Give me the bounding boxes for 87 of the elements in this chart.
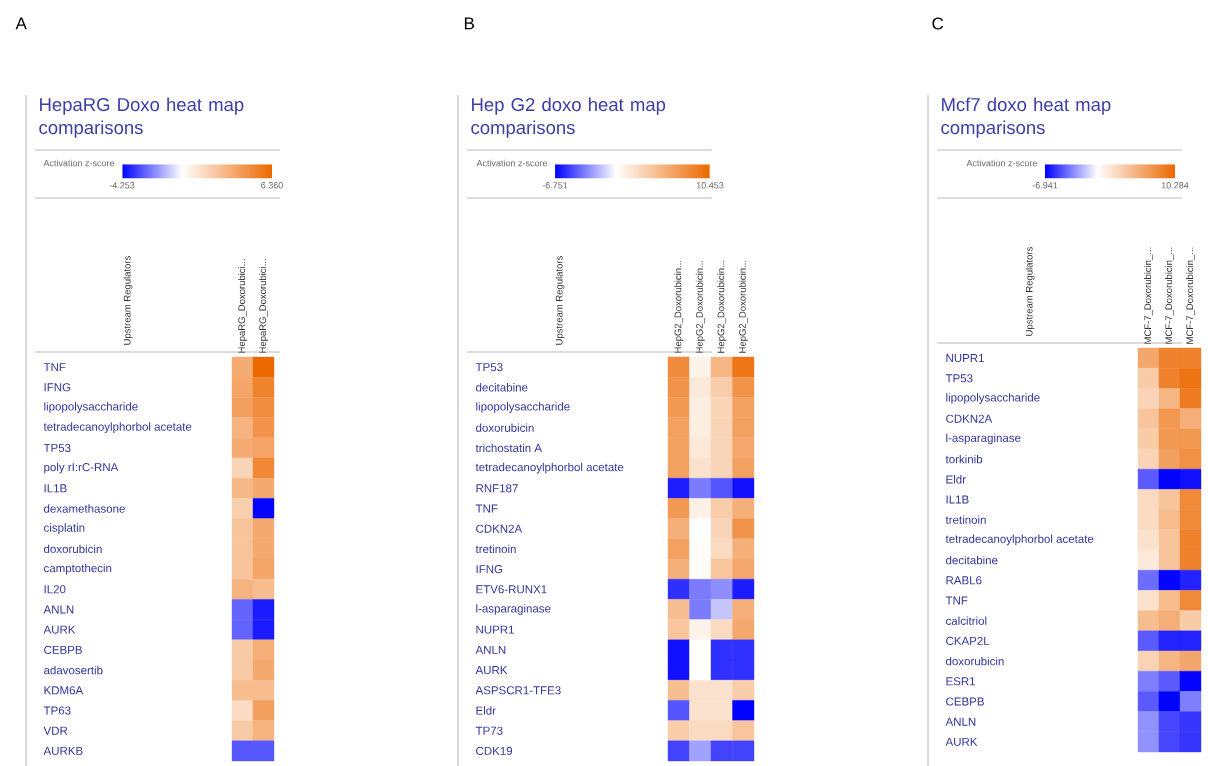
y-axis-title: Upstream Regulators: [123, 256, 133, 345]
y-tick-label: ESR1: [946, 677, 976, 686]
x-tick-label: HepaRG_Doxorubici...: [259, 259, 268, 353]
color-bar-label: -4.253: [109, 182, 135, 189]
y-tick-label: ASPSCR1-TFE3: [475, 686, 561, 695]
chart-title: HepaRG Doxo heat map comparisons: [39, 97, 244, 138]
y-tick-label: tetradecanoylphorbol acetate: [945, 534, 1094, 546]
y-tick-label: CKAP2L: [946, 636, 990, 645]
color-bar-title: Activation z-score: [43, 159, 115, 167]
y-tick-label: CEBPB: [946, 697, 984, 706]
y-axis-title: Upstream Regulators: [1025, 247, 1035, 336]
y-tick-label: l-asparaginase: [946, 433, 1021, 445]
y-tick-label: tretinoin: [475, 544, 516, 554]
x-tick-label: HepG2_Doxorubicin...: [717, 260, 727, 353]
y-tick-label: TP53: [475, 363, 503, 372]
color-bar-label: 10.453: [696, 182, 724, 189]
y-tick-label: lipopolysaccharide: [44, 402, 138, 413]
chart-title: Hep G2 doxo heat map comparisons: [471, 97, 666, 138]
y-tick-label: doxorubicin: [946, 656, 1004, 666]
y-tick-label: IL1B: [946, 495, 969, 504]
x-tick-label: HepG2_Doxorubicin...: [738, 260, 748, 353]
color-bar-title: Activation z-score: [476, 159, 548, 167]
y-tick-label: calcitriol: [946, 616, 987, 625]
color-bar-label: -6.751: [542, 182, 568, 189]
y-tick-label: camptothecin: [44, 563, 112, 575]
y-tick-label: CDKN2A: [476, 524, 523, 533]
y-tick-label: doxorubicin: [44, 544, 102, 554]
y-tick-label: TNF: [475, 504, 498, 513]
y-tick-label: adavosertib: [44, 665, 103, 675]
y-tick-label: Eldr: [476, 706, 496, 715]
y-tick-label: AURK: [43, 625, 76, 634]
y-tick-label: ANLN: [475, 645, 506, 654]
y-tick-label: torkinib: [945, 454, 983, 464]
y-tick-label: RNF187: [476, 484, 518, 493]
y-axis-title: Upstream Regulators: [555, 256, 565, 345]
y-tick-label: CDKN2A: [946, 414, 993, 423]
y-tick-label: l-asparaginase: [476, 604, 551, 615]
x-tick-label: HepG2_Doxorubicin...: [695, 260, 705, 353]
y-tick-label: IFNG: [476, 565, 503, 574]
y-tick-label: TP73: [475, 726, 503, 735]
y-tick-label: TP63: [43, 706, 71, 715]
y-tick-label: poly rI:rC-RNA: [44, 462, 119, 474]
y-tick-label: ETV6-RUNX1: [476, 585, 547, 594]
y-tick-label: NUPR1: [476, 625, 514, 634]
y-tick-label: decitabine: [946, 555, 998, 565]
y-tick-label: tetradecanoylphorbol acetate: [475, 462, 624, 474]
y-tick-label: CEBPB: [44, 645, 82, 654]
y-tick-label: dexamethasone: [44, 504, 125, 513]
y-tick-label: NUPR1: [946, 354, 984, 363]
x-tick-label: MCF-7_Doxorubicin_...: [1144, 247, 1153, 344]
y-tick-label: decitabine: [476, 383, 528, 392]
y-tick-label: ANLN: [43, 605, 74, 614]
y-tick-label: Eldr: [946, 475, 966, 484]
chart-title: Mcf7 doxo heat map comparisons: [941, 97, 1111, 138]
y-tick-label: cisplatin: [44, 523, 85, 535]
y-tick-label: AURK: [475, 666, 508, 675]
y-tick-label: doxorubicin: [476, 423, 534, 432]
y-tick-label: trichostatin A: [475, 443, 542, 453]
y-tick-label: lipopolysaccharide: [476, 402, 570, 413]
x-tick-label: MCF-7_Doxorubicin_...: [1186, 247, 1195, 344]
x-tick-label: HepaRG_Doxorubici...: [238, 259, 247, 353]
y-tick-label: tetradecanoylphorbol acetate: [43, 422, 192, 434]
y-tick-label: AURK: [945, 737, 978, 746]
y-tick-label: TNF: [945, 596, 968, 605]
y-tick-label: tretinoin: [945, 515, 986, 524]
y-tick-label: IL1B: [44, 484, 67, 493]
y-tick-label: IL20: [44, 585, 66, 594]
color-bar-label: 10.284: [1161, 182, 1189, 189]
text: C: [932, 17, 944, 30]
y-tick-label: VDR: [43, 726, 68, 735]
y-tick-label: TNF: [43, 363, 66, 372]
y-tick-label: AURKB: [43, 746, 83, 755]
y-tick-label: lipopolysaccharide: [946, 393, 1040, 404]
y-tick-label: RABL6: [946, 576, 982, 585]
x-tick-label: MCF-7_Doxorubicin_...: [1165, 247, 1174, 344]
y-tick-label: ANLN: [945, 717, 976, 726]
color-bar-label: 6.360: [261, 182, 283, 189]
text: B: [464, 17, 474, 30]
y-tick-label: TP53: [945, 374, 973, 383]
y-tick-label: TP53: [43, 443, 71, 452]
y-tick-label: KDM6A: [44, 686, 84, 695]
color-bar-title: Activation z-score: [966, 159, 1038, 167]
text: A: [15, 17, 27, 30]
color-bar-label: -6.941: [1032, 182, 1058, 189]
x-tick-label: HepG2_Doxorubicin...: [674, 260, 684, 353]
y-tick-label: IFNG: [44, 383, 71, 392]
y-tick-label: CDK19: [476, 746, 513, 755]
